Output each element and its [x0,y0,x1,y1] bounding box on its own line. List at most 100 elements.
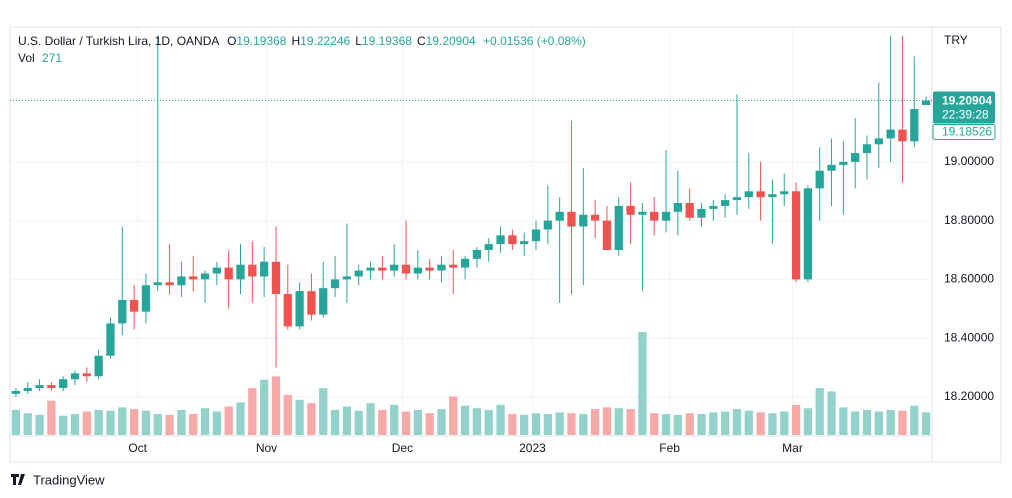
volume-bar [496,404,505,435]
candle-body [437,264,446,271]
candle-body [248,264,257,277]
change: +0.01536 (+0.08%) [483,34,586,48]
candle-body [744,191,753,198]
frame [9,26,1002,463]
candle-body [165,282,174,286]
candle-body [898,129,907,142]
candle-body [543,220,552,230]
volume-bar [354,410,363,435]
volume-bar [886,409,895,435]
logo: TradingView [11,472,105,487]
candle-body [449,264,458,268]
candle-body [921,100,931,106]
candle-body [673,203,682,212]
volume-bar [200,408,210,435]
candle-body [579,214,588,227]
candle-body [815,170,824,189]
volume-bar [94,409,103,435]
volume-bar [141,410,151,435]
candle-body [520,241,529,245]
volume-legend: Vol 271 [18,51,62,65]
volume-bar [520,414,529,435]
volume-value: 271 [42,51,62,65]
candle-body [697,208,706,218]
volume-bar [921,412,931,435]
candle-body [555,211,564,221]
volume-bar [673,414,682,435]
volume-bar [342,406,352,435]
volume-bar [129,409,139,435]
marker-price-tag [932,124,996,141]
candle-body [129,299,139,312]
volume-bar [165,414,174,435]
volume-bar [732,409,742,435]
candle-body [460,258,470,268]
volume-bar [590,409,600,435]
volume-bar [744,410,753,435]
candle-body [756,191,765,198]
volume-bar [661,414,671,435]
logo-icon [11,474,25,485]
volume-bar [484,409,493,435]
candle-body [626,205,635,215]
candle-body [141,285,151,312]
candle-body [650,211,659,221]
candle-body [614,205,623,250]
volume-bar [460,405,470,435]
volume-bar [366,403,375,435]
candle-body [212,267,221,274]
volume-bar [425,413,434,435]
y-tick-label: 18.40000 [944,330,994,344]
volume-bar [224,406,233,435]
candle-body [661,211,671,221]
candle-body [886,129,895,139]
volume-bar [874,411,883,435]
field-label: L [355,34,362,48]
volume-bar [11,409,21,435]
field-label: O [227,34,236,48]
candle-body [472,250,482,259]
y-tick-label: 18.20000 [944,389,994,403]
candle-body [260,261,269,277]
volume-bar [780,411,789,435]
candle-body [11,390,21,394]
candle-body [378,267,387,271]
candle-body [236,264,245,280]
volume-bar [177,409,186,435]
candle-body [319,288,328,315]
volume-bar [449,396,458,435]
candle-body [106,323,115,356]
candle-body [484,244,493,250]
currency: TRY [944,33,968,47]
x-tick-label: Oct [128,441,147,455]
candle-body [177,276,186,286]
last-price: 19.20904 [942,94,992,108]
candle-body [910,109,919,142]
volume-bar [614,408,623,435]
candle-body [59,379,68,389]
candle-body [283,294,292,327]
candle-body [390,264,399,271]
candle-body [307,291,316,315]
candle-body [94,355,103,377]
volume-bar [602,407,612,435]
volume-bar [543,414,552,435]
volume-pane [11,332,931,435]
x-tick-label: Nov [256,441,277,455]
candle-body [401,264,411,274]
volume-bar [390,404,399,435]
volume-bar [118,407,127,435]
candle-body [70,373,80,380]
volume-bar [650,413,659,435]
volume-bar [721,411,730,435]
volume-bar [248,388,257,435]
volume-bar [815,388,824,435]
x-tick-label: Feb [659,441,680,455]
volume-bar [35,414,44,435]
candle-body [862,144,872,154]
ohlc: O19.19368 H19.22246 L19.19368 C19.20904 [227,34,476,48]
candle-body [82,373,91,377]
field-value: 19.19368 [362,34,412,48]
x-tick-label: 2023 [519,441,546,455]
